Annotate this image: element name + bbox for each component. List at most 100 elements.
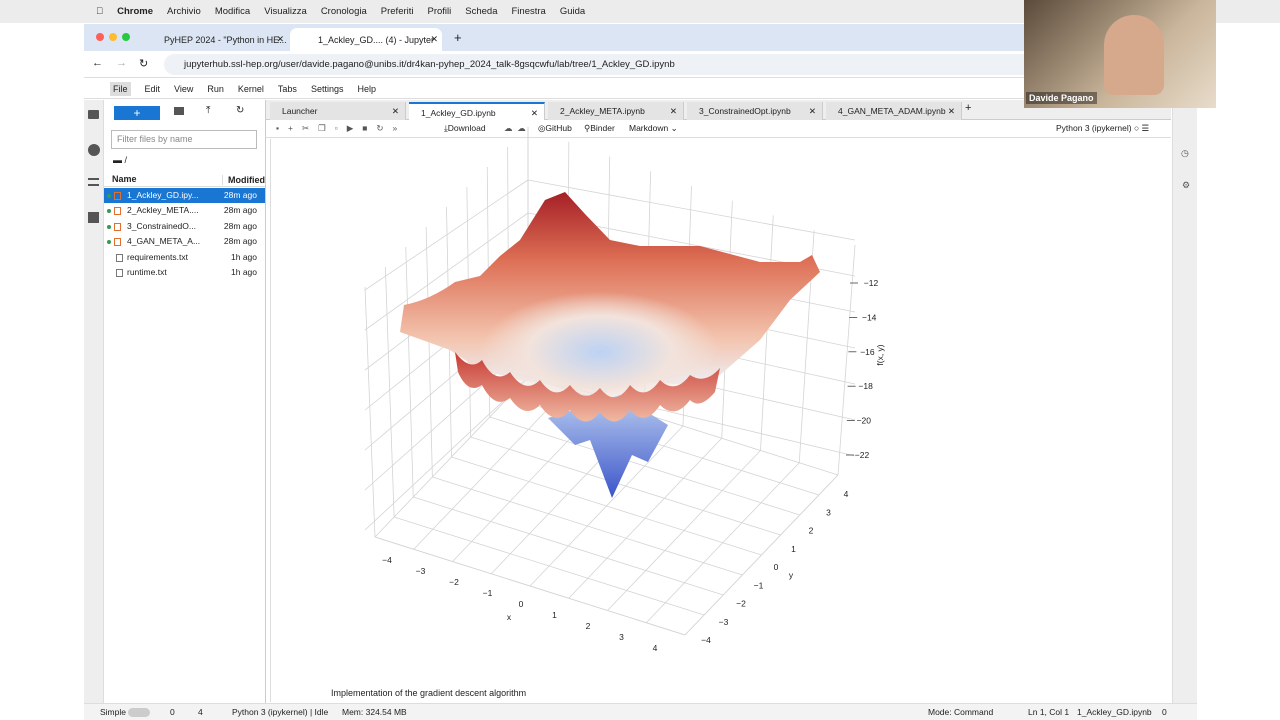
new-tab[interactable]: + [454,30,462,45]
zoom-window[interactable] [122,33,130,41]
url: jupyterhub.ssl-hep.org/user/davide.pagan… [184,59,675,70]
browser-tab[interactable]: PyHEP 2024 - "Python in HE... ✕ [136,28,288,51]
file-row[interactable]: 4_GAN_META_A... 28m ago [104,234,265,249]
new-launcher-button[interactable]: + [114,106,160,120]
markdown-cell[interactable]: Implementation of the gradient descent a… [331,688,527,698]
download-button[interactable]: ⤓Download [444,123,486,133]
menu-item[interactable]: Cronologia [313,6,367,17]
y-tick-label: −1 [754,580,764,590]
label: GitHub [545,123,572,133]
notebook-tab[interactable]: 2_Ackley_META.ipynb ✕ [548,102,684,120]
browser-tab-active[interactable]: 1_Ackley_GD.... (4) - Jupyter ✕ [290,28,442,51]
notebook-toolbar: ▪+✂❐▫▶■↻» ⤓Download ☁ ☁ ◎GitHub ⚲Binder … [266,120,1171,138]
menu-item[interactable]: Settings [310,83,344,94]
status-bar: Simple 0 4 Python 3 (ipykernel) | Idle M… [84,703,1197,720]
kernels-count[interactable]: 4 [198,707,203,717]
menu-item[interactable]: Kernel [237,83,264,94]
menu-item[interactable]: Archivio [159,6,201,17]
tab-close[interactable]: ✕ [276,34,284,44]
property-inspector-icon[interactable]: ⚙ [1182,180,1191,190]
column-header[interactable]: Modified [222,175,265,185]
menu-item[interactable]: Preferiti [373,6,414,17]
files-icon[interactable] [88,110,99,119]
menu-item[interactable]: File [110,81,131,96]
github-button[interactable]: ◎GitHub [538,123,572,133]
menu-item[interactable]: Run [207,83,224,94]
file-row[interactable]: 1_Ackley_GD.ipy... 28m ago [104,188,265,203]
menu-item[interactable]: Help [357,83,376,94]
kernel-status[interactable]: Python 3 (ipykernel) | Idle [232,707,329,717]
file-row[interactable]: requirements.txt 1h ago [104,250,265,265]
wall-grid-line [364,179,529,291]
tab-close: ✕ [669,106,677,116]
floor-grid-line [489,416,800,516]
filter-placeholder: Filter files by name [117,134,193,144]
menu-item[interactable]: Visualizza [257,6,307,17]
menu-item[interactable]: Scheda [458,6,497,17]
menu-item[interactable]: View [174,83,194,94]
notification-count[interactable]: 0 [1162,707,1167,717]
file-name: 2_Ackley_META.... [127,205,199,216]
menu-item[interactable]: Modifica [207,6,250,17]
kernel-name[interactable]: Python 3 (ipykernel) ○ ☰ [1056,123,1150,133]
minimize-window[interactable] [109,33,117,41]
x-tick-label: −1 [483,588,493,598]
x-tick-label: 3 [619,632,624,642]
x-tick-label: 0 [519,599,524,609]
surface-front-lip [455,352,720,422]
debugger-icon[interactable]: ◷ [1181,148,1189,158]
filter-input[interactable]: Filter files by name [111,130,257,149]
menu-item[interactable]: Finestra [504,6,546,17]
notebook-tab-active[interactable]: 1_Ackley_GD.ipynb ✕ [409,102,545,120]
menu-item[interactable]: Tabs [277,83,297,94]
toolbar-icons[interactable]: ▪+✂❐▫▶■↻» [276,123,407,133]
axis-line [374,536,686,636]
notebook-tab[interactable]: 4_GAN_META_ADAM.ipynb ✕ [826,102,962,120]
floor-grid-line [645,462,800,624]
tab-close[interactable]: ✕ [430,34,438,44]
cell-type-select[interactable]: Markdown ⌄ [629,123,678,133]
column-header[interactable]: Name [112,174,137,184]
breadcrumb[interactable]: ▬ / [113,155,128,165]
menu-item[interactable]: Edit [144,83,161,94]
reload-button[interactable]: ↻ [139,58,149,70]
new-folder-button[interactable] [174,107,184,115]
notebook-tab[interactable]: 3_ConstrainedOpt.ipynb ✕ [687,102,823,120]
url-field[interactable]: jupyterhub.ssl-hep.org/user/davide.pagan… [164,54,1184,75]
file-row[interactable]: 3_ConstrainedO... 28m ago [104,219,265,234]
app-menu[interactable]: Chrome [110,6,153,17]
notebook-tab[interactable]: Launcher ✕ [270,102,406,120]
browser-tabstrip: PyHEP 2024 - "Python in HE... ✕ 1_Ackley_… [84,24,1197,51]
notebook-panel: Implementation of the gradient descent a… [270,139,1171,702]
upload-button[interactable]: ⤒ [206,105,211,116]
right-sidebar: ◷ ⚙ [1172,100,1197,703]
new-tab-button[interactable]: + [965,102,972,114]
y-tick-label: −3 [719,617,729,627]
close-window[interactable] [96,33,104,41]
apple-logo[interactable]:  [96,6,103,17]
file-row[interactable]: 2_Ackley_META.... 28m ago [104,203,265,218]
simple-mode-toggle[interactable]: Simple [100,707,151,718]
back-button[interactable]: ← [92,57,103,69]
jupyter-menubar: File Edit View Run Kernel Tabs Settings … [84,79,1197,99]
extensions-icon[interactable] [88,212,99,223]
forward-button[interactable]: → [116,57,127,69]
tab-title: 2_Ackley_META.ipynb [560,106,645,116]
speaker-silhouette [1104,15,1164,95]
file-row[interactable]: runtime.txt 1h ago [104,265,265,280]
refresh-button[interactable]: ↻ [236,105,245,116]
wall-grid-line [384,266,395,518]
floor-grid-line [451,456,762,556]
menu-item[interactable]: Guida [552,6,585,17]
binder-button[interactable]: ⚲Binder [584,123,615,133]
cursor-position[interactable]: Ln 1, Col 1 [1028,707,1070,717]
toc-icon[interactable] [88,178,99,186]
terminals-count[interactable]: 0 [170,707,175,717]
cloud-icons[interactable]: ☁ ☁ [504,123,526,133]
memory-usage: Mem: 324.54 MB [342,707,407,717]
file-icon [114,222,121,231]
floor-grid-line [607,450,761,611]
menu-item[interactable]: Profili [420,6,452,17]
running-icon[interactable] [88,144,100,156]
wall-grid-line [527,179,856,241]
